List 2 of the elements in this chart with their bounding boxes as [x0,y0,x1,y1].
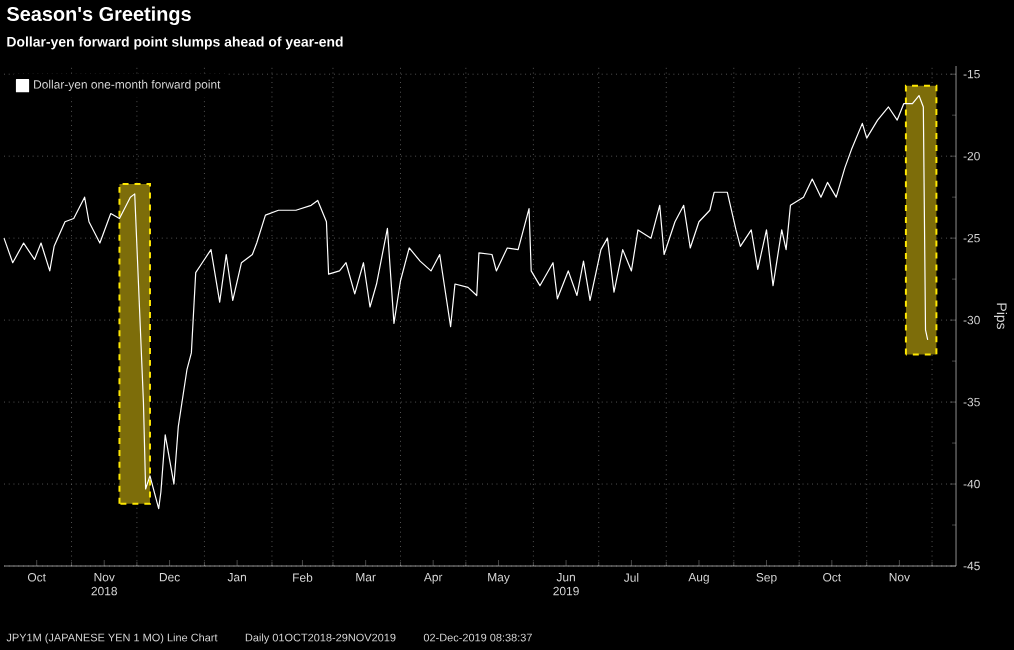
chart-title: Season's Greetings [6,6,191,26]
line-series [3,94,929,510]
